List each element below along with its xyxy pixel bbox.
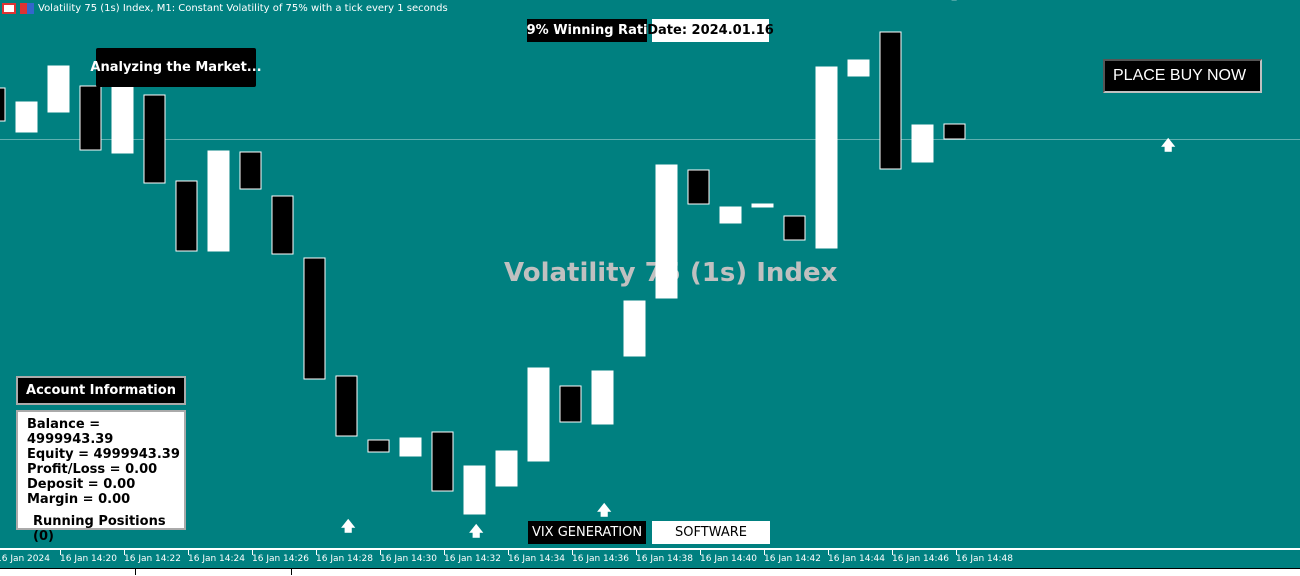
time-tick — [124, 550, 125, 555]
candle-bull — [111, 85, 134, 154]
candle-bull — [623, 300, 646, 357]
time-label: 16 Jan 14:24 — [188, 554, 245, 564]
time-tick — [508, 550, 509, 555]
account-info-panel: Balance = 4999943.39 Equity = 4999943.39… — [16, 410, 186, 544]
candle-bear — [879, 31, 902, 170]
candle-bull — [751, 203, 774, 208]
candle-bear — [79, 85, 102, 151]
margin-value: Margin = 0.00 — [27, 492, 131, 507]
time-tick — [764, 550, 765, 555]
candle-bull — [815, 66, 838, 249]
time-label: 16 Jan 14:40 — [700, 554, 757, 564]
candle-bear — [0, 87, 6, 122]
time-tick — [188, 550, 189, 555]
time-tick — [572, 550, 573, 555]
chart-tab[interactable] — [0, 569, 136, 575]
time-tick — [444, 550, 445, 555]
time-label: 16 Jan 14:46 — [892, 554, 949, 564]
candle-bull — [719, 206, 742, 224]
current-price-line — [0, 139, 1300, 140]
running-positions: Running Positions (0) — [33, 514, 166, 544]
date-label: Date: 2024.01.16 — [647, 19, 774, 42]
candle-bull — [463, 465, 486, 515]
time-label: 16 Jan 14:20 — [60, 554, 117, 564]
candlestick-chart — [0, 31, 966, 515]
time-tick — [316, 550, 317, 555]
candle-bear — [559, 385, 582, 423]
candle-bull — [495, 450, 518, 487]
time-label: 16 Jan 2024 — [0, 554, 50, 564]
time-label: 16 Jan 14:22 — [124, 554, 181, 564]
candle-bull — [207, 150, 230, 252]
buy-arrow-icon: 🡅 — [1161, 138, 1176, 154]
candle-bear — [367, 439, 390, 453]
time-label: 16 Jan 14:32 — [444, 554, 501, 564]
candle-bull — [527, 367, 550, 462]
analyzing-label: Analyzing the Market... — [90, 48, 262, 87]
time-label: 16 Jan 14:42 — [764, 554, 821, 564]
candle-bear — [431, 431, 454, 492]
time-label: 16 Jan 14:48 — [956, 554, 1013, 564]
candle-bull — [655, 164, 678, 299]
chart-tab-strip[interactable] — [0, 568, 1300, 576]
candle-bear — [143, 94, 166, 184]
candle-bull — [911, 124, 934, 163]
window-title: Volatility 75 (1s) Index, M1: Constant V… — [38, 3, 448, 14]
place-buy-now-button[interactable]: PLACE BUY NOW — [1103, 59, 1262, 93]
time-label: 16 Jan 14:36 — [572, 554, 629, 564]
time-tick — [892, 550, 893, 555]
time-tick — [636, 550, 637, 555]
time-label: 16 Jan 14:34 — [508, 554, 565, 564]
balance-value: Balance = 4999943.39 — [27, 417, 114, 447]
candle-bear — [783, 215, 806, 241]
time-label: 16 Jan 14:26 — [252, 554, 309, 564]
chart-tab[interactable] — [291, 569, 1300, 575]
time-tick — [60, 550, 61, 555]
time-label: 16 Jan 14:44 — [828, 554, 885, 564]
window-title-bar: Volatility 75 (1s) Index, M1: Constant V… — [0, 0, 448, 17]
time-label: 16 Jan 14:38 — [636, 554, 693, 564]
time-label: 16 Jan 14:30 — [380, 554, 437, 564]
time-tick — [380, 550, 381, 555]
candle-bear — [303, 257, 326, 380]
buy-arrow-icon: 🡅 — [949, 0, 959, 4]
candle-bear — [687, 169, 710, 205]
candle-bear — [175, 180, 198, 252]
candle-bull — [47, 65, 70, 113]
buy-arrow-icon: 🡅 — [341, 519, 356, 535]
time-tick — [252, 550, 253, 555]
vix-generation-label: VIX GENERATION — [528, 521, 646, 544]
winning-ratio-label: 89% Winning Ratio — [527, 19, 647, 42]
equity-value: Equity = 4999943.39 — [27, 447, 180, 462]
chart-window-icon — [2, 3, 16, 14]
time-label: 16 Jan 14:28 — [316, 554, 373, 564]
candle-bull — [15, 101, 38, 133]
candle-bear — [271, 195, 294, 255]
candle-bear — [335, 375, 358, 437]
candle-bull — [847, 59, 870, 77]
candle-bull — [591, 370, 614, 425]
buy-arrow-icon: 🡅 — [597, 503, 612, 519]
candle-bull — [399, 437, 422, 457]
account-info-header: Account Information — [16, 376, 186, 405]
time-axis-line — [0, 548, 1300, 550]
profit-loss-value: Profit/Loss = 0.00 — [27, 462, 158, 477]
time-tick — [700, 550, 701, 555]
software-label: SOFTWARE — [652, 521, 770, 544]
save-icon[interactable] — [20, 3, 34, 14]
time-tick — [828, 550, 829, 555]
deposit-value: Deposit = 0.00 — [27, 477, 136, 492]
candle-bear — [239, 151, 262, 190]
candle-bear — [943, 123, 966, 140]
buy-arrow-icon: 🡅 — [469, 524, 484, 540]
time-tick — [956, 550, 957, 555]
